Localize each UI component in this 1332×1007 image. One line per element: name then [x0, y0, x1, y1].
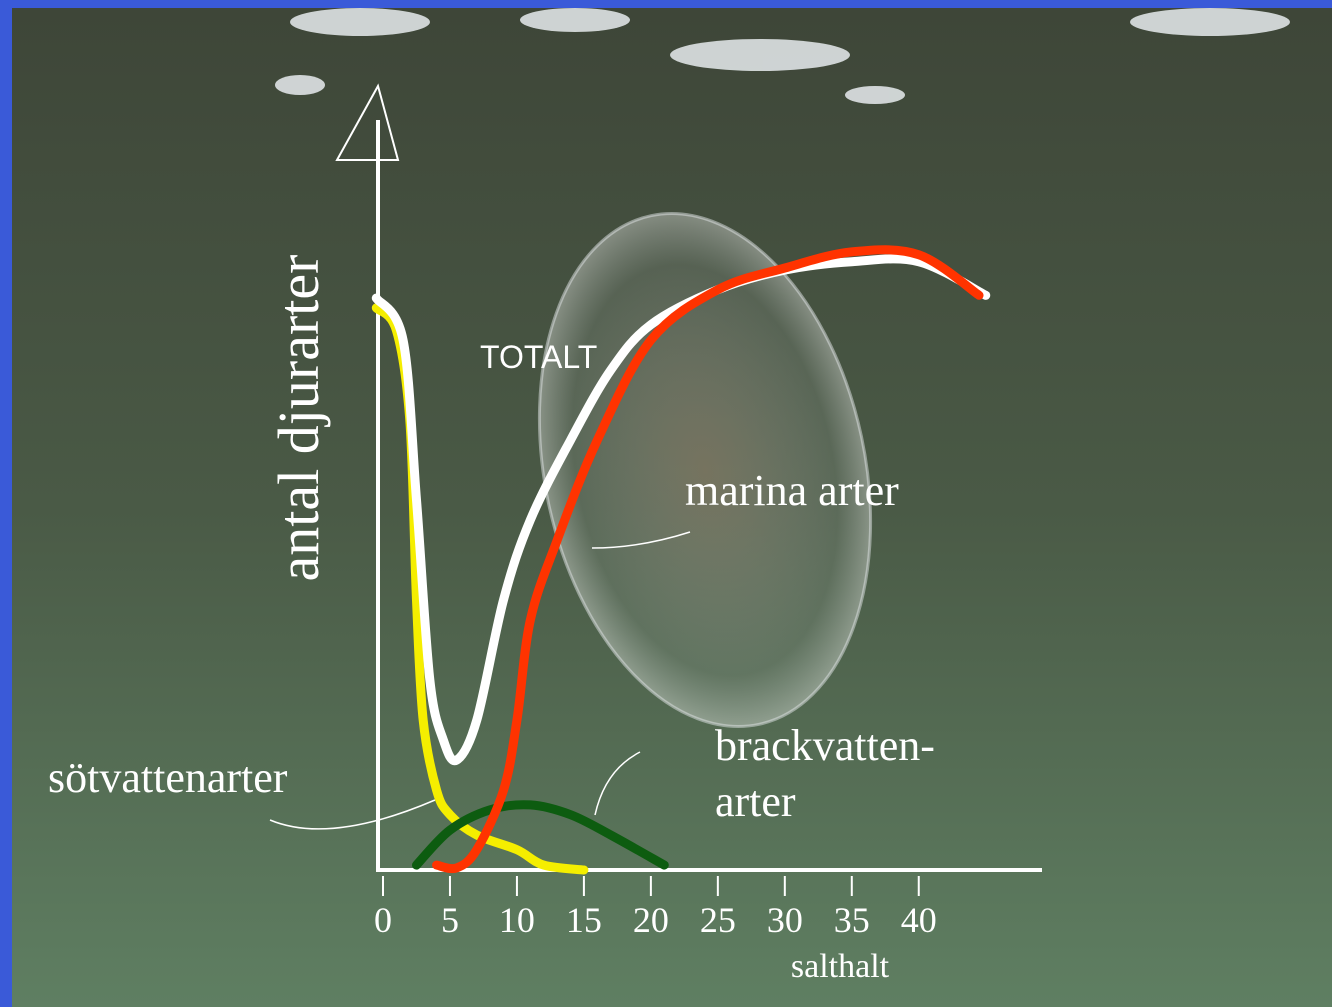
x-tick-label: 15	[566, 900, 602, 940]
series-label: sötvattenarter	[48, 753, 288, 802]
page: {"chart_data": { "type": "line", "y_labe…	[0, 0, 1332, 1007]
series-label: TOTALT	[480, 339, 597, 375]
x-tick-label: 20	[633, 900, 669, 940]
series-label: marina arter	[685, 466, 899, 515]
chart: antal djurarter salthalt TOTALT marina a…	[0, 0, 1332, 1007]
x-tick-label: 10	[499, 900, 535, 940]
x-tick-label: 25	[700, 900, 736, 940]
x-tick-label: 5	[441, 900, 459, 940]
x-axis-label: salthalt	[791, 948, 890, 985]
x-tick-label: 30	[767, 900, 803, 940]
series-label: arter	[715, 777, 796, 826]
x-tick-label: 0	[374, 900, 392, 940]
series-label: brackvatten-	[715, 721, 935, 770]
y-axis-label: antal djurarter	[266, 255, 331, 582]
x-tick-label: 40	[901, 900, 937, 940]
x-tick-label: 35	[834, 900, 870, 940]
